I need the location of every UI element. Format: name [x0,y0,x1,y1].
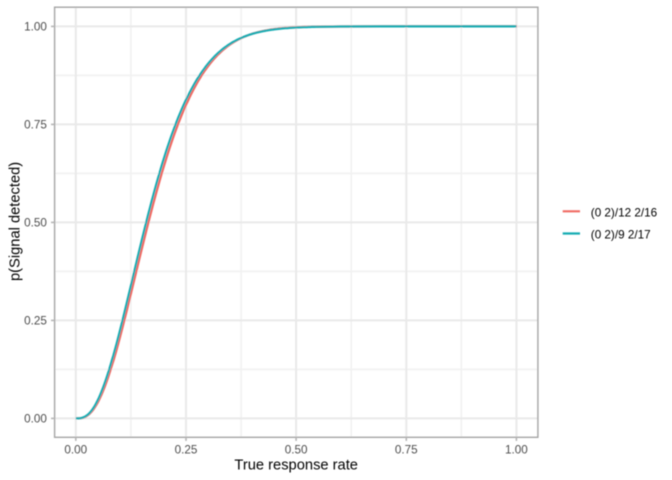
svg-text:0.75: 0.75 [24,119,47,132]
svg-text:0.00: 0.00 [64,443,87,456]
svg-text:0.50: 0.50 [285,443,308,456]
svg-text:p(Signal detected): p(Signal detected) [8,162,24,281]
svg-text:0.25: 0.25 [24,315,47,328]
svg-text:1.00: 1.00 [24,21,47,34]
svg-text:True response rate: True response rate [234,458,358,474]
svg-text:0.50: 0.50 [24,217,47,230]
svg-text:1.00: 1.00 [505,443,528,456]
svg-text:0.00: 0.00 [24,413,47,426]
svg-text:(0 2)/12 2/16: (0 2)/12 2/16 [591,206,657,219]
svg-text:0.25: 0.25 [175,443,198,456]
svg-text:0.75: 0.75 [395,443,418,456]
svg-text:(0 2)/9 2/17: (0 2)/9 2/17 [591,229,651,242]
